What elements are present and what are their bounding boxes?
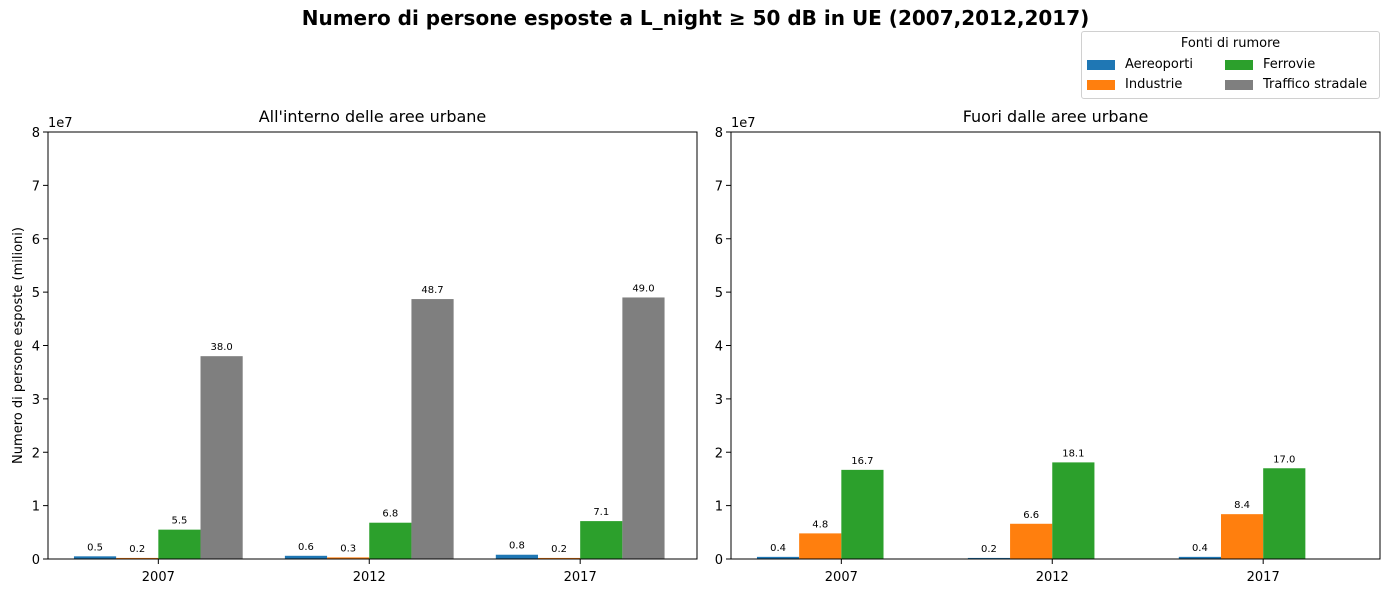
data-label: 0.4 bbox=[770, 543, 786, 554]
data-label: 0.6 bbox=[298, 542, 314, 553]
y-tick-label: 2 bbox=[715, 446, 723, 461]
y-axis-label: Numero di persone esposte (milioni) bbox=[11, 227, 26, 464]
figure-title: Numero di persone esposte a L_night ≥ 50… bbox=[301, 6, 1090, 30]
data-label: 0.4 bbox=[1192, 543, 1208, 554]
data-label: 7.1 bbox=[593, 507, 609, 518]
data-label: 49.0 bbox=[632, 283, 654, 294]
bar-industrie bbox=[327, 557, 370, 559]
y-tick-label: 8 bbox=[32, 126, 40, 141]
bar-traffico-stradale bbox=[622, 297, 665, 559]
subplot-title: Fuori dalle aree urbane bbox=[963, 107, 1149, 126]
legend-item-ferrovie: Ferrovie bbox=[1225, 57, 1315, 72]
y-tick-label: 3 bbox=[32, 393, 40, 408]
data-label: 0.8 bbox=[509, 541, 525, 552]
bar-aereoporti bbox=[1178, 556, 1221, 559]
data-label: 16.7 bbox=[851, 456, 873, 467]
legend-item-traffico-stradale: Traffico stradale bbox=[1225, 77, 1367, 92]
data-label: 4.8 bbox=[812, 519, 828, 530]
y-tick-label: 1 bbox=[32, 500, 40, 515]
legend-swatch-industrie bbox=[1087, 79, 1115, 90]
data-label: 6.6 bbox=[1023, 510, 1039, 521]
bar-traffico-stradale bbox=[200, 356, 243, 559]
data-label: 17.0 bbox=[1273, 454, 1295, 465]
bar-ferrovie bbox=[580, 521, 623, 559]
y-tick-label: 3 bbox=[715, 393, 723, 408]
bar-aereoporti bbox=[495, 554, 538, 559]
bar-ferrovie bbox=[158, 529, 201, 559]
legend-label: Industrie bbox=[1125, 77, 1183, 92]
y-tick-label: 6 bbox=[715, 233, 723, 248]
y-tick-label: 2 bbox=[32, 446, 40, 461]
data-label: 5.5 bbox=[171, 516, 187, 527]
data-label: 6.8 bbox=[382, 509, 398, 520]
y-tick-label: 5 bbox=[32, 286, 40, 301]
plot-frame bbox=[47, 131, 698, 560]
legend-item-industrie: Industrie bbox=[1087, 77, 1182, 92]
bar-aereoporti bbox=[967, 557, 1011, 559]
bar-industrie bbox=[1220, 514, 1264, 559]
x-tick-label: 2012 bbox=[1036, 570, 1069, 585]
data-label: 0.2 bbox=[551, 544, 567, 555]
y-tick-label: 4 bbox=[715, 340, 723, 355]
plot-frame bbox=[730, 131, 1381, 560]
legend-label: Ferrovie bbox=[1263, 57, 1316, 72]
y-tick-label: 0 bbox=[32, 553, 40, 568]
legend: Fonti di rumore Aereoporti Industrie Fer… bbox=[1081, 31, 1380, 99]
bar-industrie bbox=[537, 557, 581, 559]
x-tick-label: 2017 bbox=[564, 570, 597, 585]
bar-ferrovie bbox=[841, 469, 884, 559]
data-label: 48.7 bbox=[421, 285, 443, 296]
x-tick-label: 2007 bbox=[142, 570, 175, 585]
bar-aereoporti bbox=[284, 555, 328, 559]
bar-ferrovie bbox=[1263, 468, 1306, 559]
bar-aereoporti bbox=[756, 556, 800, 559]
bar-ferrovie bbox=[369, 522, 412, 559]
y-offset-label: 1e7 bbox=[731, 116, 756, 131]
bar-ferrovie bbox=[1052, 462, 1095, 559]
y-tick-label: 7 bbox=[32, 179, 40, 194]
data-label: 38.0 bbox=[210, 342, 232, 353]
bar-industrie bbox=[1010, 523, 1053, 559]
y-tick-label: 5 bbox=[715, 286, 723, 301]
legend-item-aereoporti: Aereoporti bbox=[1087, 57, 1193, 72]
data-label: 0.2 bbox=[981, 544, 997, 555]
bar-traffico-stradale bbox=[411, 299, 454, 559]
y-tick-label: 7 bbox=[715, 179, 723, 194]
legend-title: Fonti di rumore bbox=[1180, 36, 1281, 51]
bar-industrie bbox=[116, 557, 159, 559]
data-label: 0.5 bbox=[87, 542, 103, 553]
legend-label: Traffico stradale bbox=[1263, 77, 1368, 92]
data-label: 0.2 bbox=[129, 544, 145, 555]
y-tick-label: 8 bbox=[715, 126, 723, 141]
y-tick-label: 1 bbox=[715, 500, 723, 515]
subplot-title: All'interno delle aree urbane bbox=[259, 107, 487, 126]
y-offset-label: 1e7 bbox=[48, 116, 73, 131]
x-tick-label: 2012 bbox=[353, 570, 386, 585]
bar-aereoporti bbox=[73, 556, 117, 559]
bar-industrie bbox=[799, 533, 842, 559]
legend-swatch-ferrovie bbox=[1225, 59, 1253, 70]
data-label: 0.3 bbox=[340, 543, 356, 554]
data-label: 18.1 bbox=[1062, 448, 1084, 459]
x-tick-label: 2017 bbox=[1247, 570, 1280, 585]
y-tick-label: 4 bbox=[32, 340, 40, 355]
legend-swatch-aereoporti bbox=[1087, 59, 1115, 70]
legend-label: Aereoporti bbox=[1125, 57, 1193, 72]
data-label: 8.4 bbox=[1234, 500, 1250, 511]
y-tick-label: 0 bbox=[715, 553, 723, 568]
legend-swatch-traffico-stradale bbox=[1225, 79, 1253, 90]
x-tick-label: 2007 bbox=[825, 570, 858, 585]
y-tick-label: 6 bbox=[32, 233, 40, 248]
